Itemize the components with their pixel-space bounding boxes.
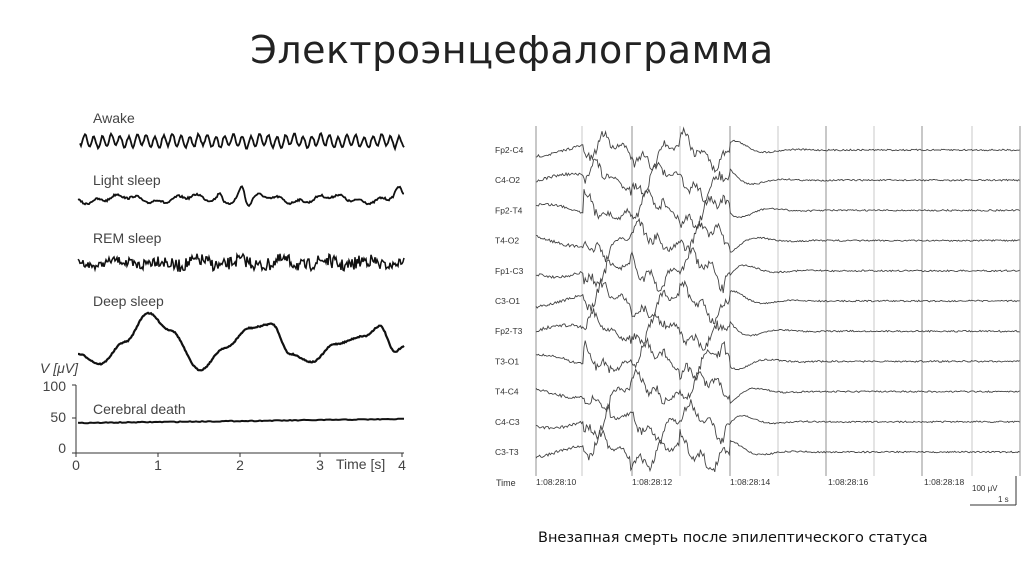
trace-deep-sleep bbox=[78, 311, 405, 372]
channel-label: Fp2-T4 bbox=[495, 205, 523, 215]
y-tick-0: 0 bbox=[58, 440, 66, 456]
trace-label-cerebral-death: Cerebral death bbox=[93, 401, 186, 417]
x-axis-label: Time [s] bbox=[336, 456, 385, 472]
channel-trace bbox=[535, 217, 1020, 263]
channel-label: T4-C4 bbox=[495, 387, 519, 397]
channel-trace bbox=[535, 158, 1020, 203]
trace-light-sleep bbox=[77, 185, 405, 208]
trace-label-awake: Awake bbox=[93, 110, 135, 126]
trace-label-rem-sleep: REM sleep bbox=[93, 230, 162, 246]
channel-trace bbox=[535, 278, 1020, 325]
channel-trace bbox=[535, 337, 1020, 382]
channel-label: T3-O1 bbox=[495, 356, 519, 366]
time-mark: 1:08:28:10 bbox=[536, 477, 576, 487]
trace-label-deep-sleep: Deep sleep bbox=[93, 293, 164, 309]
channel-label: C3-T3 bbox=[495, 447, 519, 457]
x-tick-3: 3 bbox=[316, 457, 324, 473]
channel-trace bbox=[535, 247, 1020, 294]
slide-title: Электроэнцефалограмма bbox=[250, 28, 774, 72]
channel-trace bbox=[535, 308, 1020, 351]
trace-awake bbox=[79, 131, 405, 152]
trace-rem-sleep bbox=[77, 251, 405, 273]
channel-label: C4-O2 bbox=[495, 175, 520, 185]
channel-label: Fp2-T3 bbox=[495, 326, 523, 336]
figure-caption: Внезапная смерть после эпилептического с… bbox=[538, 530, 928, 546]
scale-amplitude: 100 μV bbox=[972, 484, 998, 493]
x-tick-1: 1 bbox=[154, 457, 162, 473]
channel-trace bbox=[535, 188, 1020, 231]
channel-label: T4-O2 bbox=[495, 236, 519, 246]
channel-trace bbox=[535, 429, 1020, 473]
y-tick-50: 50 bbox=[50, 409, 66, 425]
time-mark: 1:08:28:14 bbox=[730, 477, 770, 487]
trace-cerebral-death bbox=[77, 417, 404, 425]
channel-label: C4-C3 bbox=[495, 417, 520, 427]
channel-label: Fp2-C4 bbox=[495, 145, 524, 155]
time-mark: 1:08:28:18 bbox=[924, 477, 964, 487]
time-mark: 1:08:28:12 bbox=[632, 477, 672, 487]
channel-label: Fp1-C3 bbox=[495, 266, 524, 276]
channel-trace bbox=[535, 126, 1020, 174]
channel-trace bbox=[535, 368, 1020, 413]
scale-time: 1 s bbox=[998, 495, 1009, 504]
y-tick-100: 100 bbox=[43, 378, 67, 394]
x-tick-4: 4 bbox=[398, 457, 406, 473]
channel-label: C3-O1 bbox=[495, 296, 520, 306]
x-tick-0: 0 bbox=[72, 457, 80, 473]
time-mark: 1:08:28:16 bbox=[828, 477, 868, 487]
time-row-label: Time bbox=[496, 478, 516, 488]
trace-label-light-sleep: Light sleep bbox=[93, 172, 161, 188]
y-axis-label: V [μV] bbox=[40, 360, 79, 376]
channel-trace bbox=[535, 399, 1020, 445]
x-tick-2: 2 bbox=[236, 457, 244, 473]
